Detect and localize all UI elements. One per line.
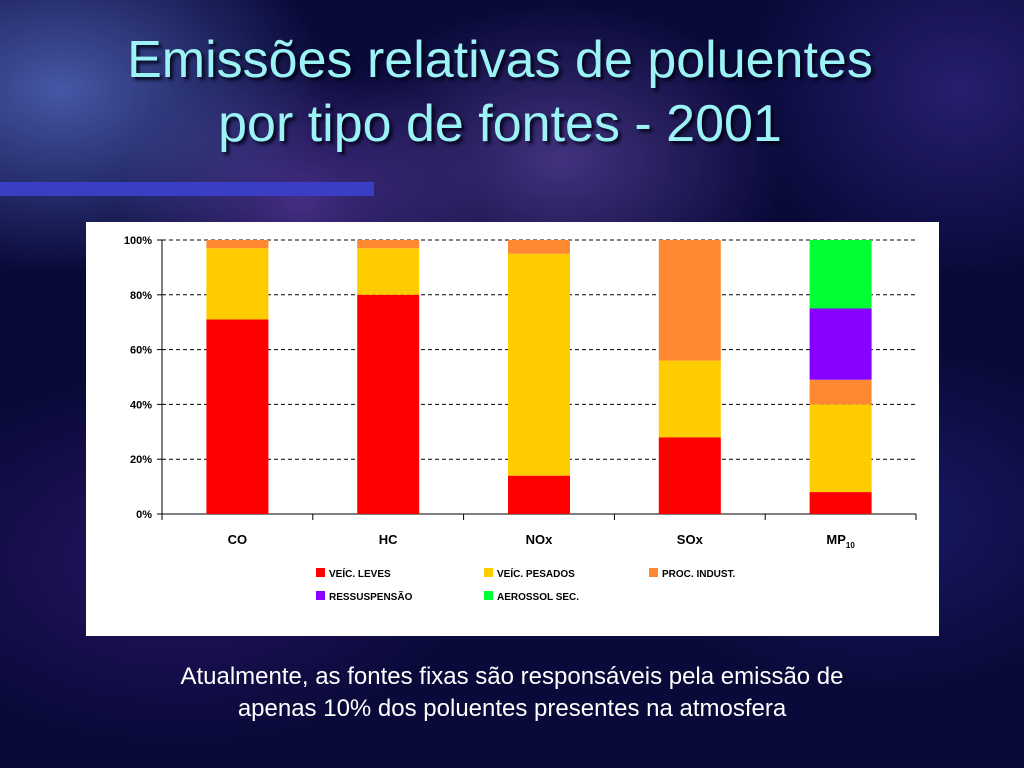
bar-segment — [658, 360, 721, 438]
y-tick-label: 0% — [136, 509, 152, 521]
bar-segment — [357, 240, 420, 249]
legend-label: VEÍC. LEVES — [329, 567, 391, 580]
bar-segment — [809, 308, 872, 380]
legend-label: VEÍC. PESADOS — [497, 567, 575, 580]
y-tick-label: 100% — [124, 235, 152, 247]
y-tick-label: 80% — [130, 290, 152, 302]
legend-label: PROC. INDUST. — [662, 569, 736, 580]
legend-swatch — [484, 591, 493, 600]
chart-panel: 0% 20% 40% 60% 80% 100% CO HC NOx SOx MP10 VEÍC. LE… — [86, 222, 939, 636]
title-accent-rule — [0, 182, 374, 196]
bar-segment — [658, 437, 721, 514]
slide-title: Emissões relativas de poluentes por tipo… — [0, 28, 1000, 156]
stacked-bar-chart: 0% 20% 40% 60% 80% 100% CO HC NOx SOx MP10 VEÍC. LE… — [124, 235, 917, 603]
bar-segment — [508, 475, 570, 514]
bar-segment — [206, 319, 269, 514]
bar-segment — [809, 404, 872, 493]
y-tick-label: 20% — [130, 454, 152, 466]
bar-segment — [508, 240, 570, 254]
bar-segment — [809, 379, 872, 405]
bar-segment — [508, 253, 570, 476]
slide-caption: Atualmente, as fontes fixas são responsá… — [0, 661, 1024, 725]
legend-label: RESSUSPENSÃO — [329, 590, 413, 603]
x-tick-label: NOx — [526, 532, 554, 547]
slide-title-line-1: Emissões relativas de poluentes — [127, 31, 873, 89]
bar-segment — [809, 240, 872, 309]
legend-label: AEROSSOL SEC. — [497, 592, 579, 603]
legend-swatch — [316, 591, 325, 600]
y-tick-label: 60% — [130, 345, 152, 357]
bar-segment — [357, 248, 420, 295]
x-tick-label: MP10 — [826, 532, 855, 550]
bar-segment — [809, 492, 872, 514]
legend-swatch — [649, 568, 658, 577]
legend-swatch — [484, 568, 493, 577]
caption-line-1: Atualmente, as fontes fixas são responsá… — [180, 663, 844, 690]
caption-line-2: apenas 10% dos poluentes presentes na at… — [237, 695, 787, 722]
bar-segment — [357, 294, 420, 514]
bar-segment — [658, 240, 721, 361]
slide-title-line-2: por tipo de fontes - 2001 — [218, 95, 782, 153]
bar-segment — [206, 248, 269, 320]
y-tick-label: 40% — [130, 399, 152, 411]
x-tick-label: HC — [379, 532, 398, 547]
x-tick-label: SOx — [677, 532, 704, 547]
bar-segment — [206, 240, 269, 249]
legend-swatch — [316, 568, 325, 577]
x-tick-label: CO — [228, 532, 248, 547]
